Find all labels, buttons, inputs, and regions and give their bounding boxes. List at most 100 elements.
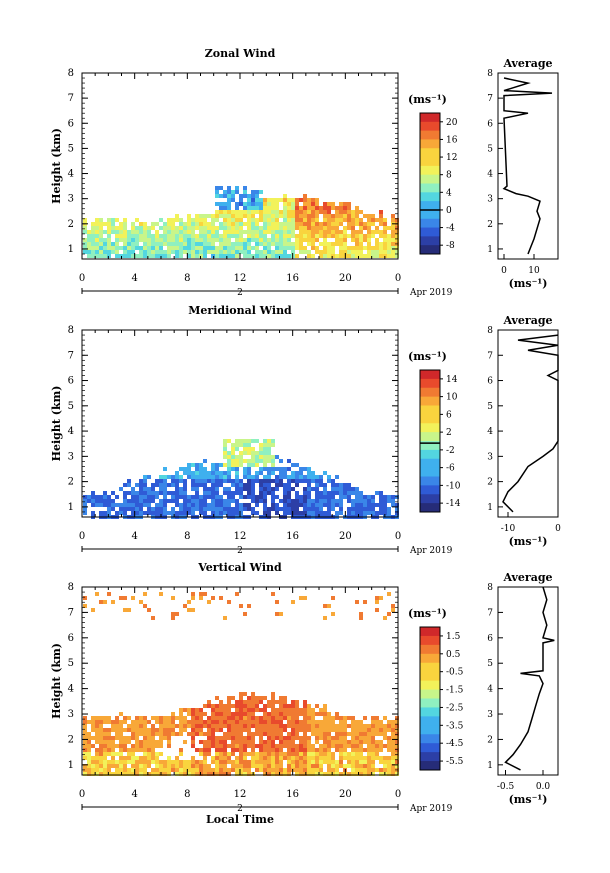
heatmap-cell (331, 479, 335, 483)
heatmap-cell (187, 246, 191, 250)
heatmap-cell (291, 222, 295, 226)
heatmap-cell (203, 507, 207, 511)
heatmap-cell (203, 487, 207, 491)
heatmap-cell (115, 760, 119, 764)
heatmap-cell (235, 443, 239, 447)
heatmap-cell (351, 230, 355, 234)
heatmap-cell (199, 768, 203, 772)
heatmap-cell (303, 487, 307, 491)
heatmap-cell (99, 246, 103, 250)
heatmap-cell (315, 503, 319, 507)
heatmap-cell (323, 752, 327, 756)
heatmap-cell (219, 740, 223, 744)
heatmap-cell (291, 230, 295, 234)
heatmap-cell (271, 507, 275, 511)
heatmap-cell (255, 724, 259, 728)
heatmap-cell (159, 511, 163, 515)
heatmap-cell (223, 238, 227, 242)
heatmap-cell (111, 503, 115, 507)
heatmap-cell (115, 230, 119, 234)
heatmap-cell (327, 772, 331, 776)
heatmap-cell (227, 732, 231, 736)
heatmap-cell (383, 716, 387, 720)
heatmap-cell (231, 250, 235, 254)
heatmap-cell (175, 242, 179, 246)
avg-y-tick-label: 1 (487, 761, 493, 771)
heatmap-cell (243, 246, 247, 250)
heatmap-cell (343, 764, 347, 768)
heatmap-cell (247, 463, 251, 467)
heatmap-cell (223, 768, 227, 772)
heatmap-cell (275, 475, 279, 479)
heatmap-cell (239, 238, 243, 242)
heatmap-cell (355, 487, 359, 491)
heatmap-cell (223, 254, 227, 258)
heatmap-cell (279, 700, 283, 704)
heatmap-cell (151, 499, 155, 503)
heatmap-cell (135, 230, 139, 234)
heatmap-cell (255, 238, 259, 242)
heatmap-cell (159, 475, 163, 479)
heatmap-cell (319, 483, 323, 487)
average-frame (497, 329, 559, 518)
heatmap-cell (383, 250, 387, 254)
y-tick-label: 2 (68, 734, 74, 745)
heatmap-cell (99, 772, 103, 776)
heatmap-cell (151, 728, 155, 732)
heatmap-cell (155, 772, 159, 776)
heatmap-cell (371, 772, 375, 776)
heatmap-cell (311, 234, 315, 238)
heatmap-cell (175, 756, 179, 760)
heatmap-cell (203, 764, 207, 768)
heatmap-cell (391, 720, 395, 724)
heatmap-cell (367, 246, 371, 250)
y-tick-label: 7 (68, 607, 74, 618)
heatmap-cell (227, 246, 231, 250)
heatmap-cell (159, 716, 163, 720)
heatmap-cell (303, 700, 307, 704)
heatmap-cell (103, 736, 107, 740)
heatmap-cell (191, 463, 195, 467)
heatmap-cell (235, 704, 239, 708)
heatmap-cell (239, 226, 243, 230)
heatmap-cell (207, 230, 211, 234)
avg-x-tick-label: -0.5 (497, 782, 515, 792)
heatmap-cell (219, 700, 223, 704)
heatmap-cell (247, 475, 251, 479)
heatmap-cell (311, 744, 315, 748)
heatmap-cell (227, 194, 231, 198)
heatmap-cell (291, 487, 295, 491)
heatmap-cell (307, 740, 311, 744)
heatmap-cell (295, 700, 299, 704)
heatmap-cell (167, 511, 171, 515)
heatmap-cell (391, 768, 395, 772)
heatmap-cell (219, 250, 223, 254)
heatmap-cell (227, 499, 231, 503)
heatmap-cell (119, 596, 123, 600)
heatmap-cell (187, 238, 191, 242)
heatmap-cell (327, 491, 331, 495)
heatmap-cell (295, 238, 299, 242)
heatmap-cell (395, 246, 399, 250)
heatmap-cell (235, 254, 239, 258)
heatmap-cell (91, 728, 95, 732)
heatmap-cell (251, 495, 255, 499)
heatmap-cell (99, 732, 103, 736)
heatmap-cell (359, 748, 363, 752)
heatmap-cell (371, 503, 375, 507)
heatmap-cell (215, 214, 219, 218)
heatmap-cell (291, 756, 295, 760)
heatmap-cell (131, 511, 135, 515)
heatmap-cell (371, 507, 375, 511)
heatmap-cell (263, 712, 267, 716)
heatmap-cell (247, 459, 251, 463)
heatmap-cell (111, 600, 115, 604)
colorbar-tick-label: -10 (446, 481, 461, 491)
heatmap-cell (307, 736, 311, 740)
heatmap-cell (139, 740, 143, 744)
heatmap-cell (271, 439, 275, 443)
heatmap-cell (347, 495, 351, 499)
heatmap-cell (247, 764, 251, 768)
heatmap-cell (303, 226, 307, 230)
heatmap-cell (355, 740, 359, 744)
